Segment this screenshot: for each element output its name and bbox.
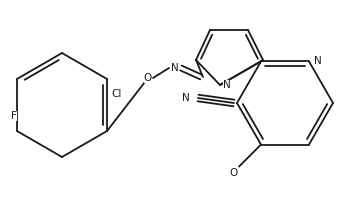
Text: O: O [144, 73, 152, 83]
Text: N: N [171, 63, 179, 73]
Text: O: O [229, 168, 237, 178]
Text: Cl: Cl [111, 89, 121, 99]
Text: N: N [223, 80, 231, 90]
Text: F: F [11, 111, 17, 121]
Text: N: N [314, 56, 322, 66]
Text: N: N [182, 93, 190, 103]
